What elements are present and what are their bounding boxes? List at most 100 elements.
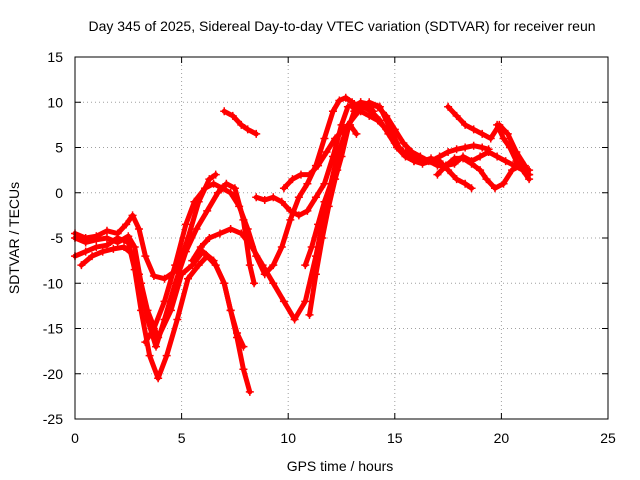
data-point	[384, 129, 393, 138]
data-point	[277, 243, 286, 252]
data-point	[130, 243, 139, 252]
data-point	[235, 202, 244, 211]
data-point	[250, 279, 259, 288]
data-point	[461, 143, 470, 152]
data-point	[433, 161, 442, 170]
data-point	[294, 211, 303, 220]
y-axis-label: SDTVAR / TECUs	[6, 182, 22, 294]
data-point	[286, 215, 295, 224]
data-point	[171, 261, 180, 270]
data-point	[237, 229, 246, 238]
data-point	[102, 241, 111, 250]
data-point	[209, 256, 218, 265]
data-point	[469, 125, 478, 134]
data-point	[205, 234, 214, 242]
grid	[74, 56, 609, 420]
data-point	[205, 175, 214, 184]
data-point	[296, 170, 305, 179]
data-point	[209, 179, 218, 188]
x-tick-label: 15	[387, 430, 403, 446]
data-point	[152, 342, 161, 351]
data-point	[512, 157, 521, 166]
data-point	[486, 134, 495, 143]
data-point	[215, 229, 224, 238]
data-point	[269, 261, 278, 270]
data-point	[102, 234, 111, 242]
x-tick-label: 10	[280, 430, 296, 446]
data-point	[467, 159, 476, 168]
data-point	[213, 188, 222, 197]
data-point	[478, 129, 487, 138]
data-point	[120, 243, 129, 252]
data-point	[113, 234, 122, 242]
data-point	[461, 179, 470, 188]
data-point	[335, 96, 344, 105]
data-point	[390, 125, 399, 134]
data-point	[450, 154, 459, 163]
chart-title: Day 345 of 2025, Sidereal Day-to-day VTE…	[88, 18, 595, 34]
data-point	[141, 338, 150, 347]
data-point	[286, 206, 295, 215]
x-axis-label: GPS time / hours	[287, 458, 394, 474]
data-point	[279, 297, 288, 306]
data-point	[518, 166, 527, 175]
data-point	[226, 224, 235, 233]
data-point	[337, 120, 346, 129]
data-point	[503, 129, 512, 138]
data-point	[143, 306, 152, 315]
data-point	[196, 243, 205, 252]
data-point	[499, 134, 508, 143]
data-point	[160, 274, 169, 283]
data-point	[154, 374, 163, 383]
data-point	[81, 247, 90, 256]
data-point	[258, 261, 267, 270]
series-trace-1	[72, 172, 219, 282]
data-point	[341, 93, 350, 102]
y-tick-label: -20	[43, 366, 63, 382]
data-point	[435, 152, 444, 161]
data-point	[478, 143, 487, 152]
data-point	[277, 197, 286, 206]
data-point	[239, 365, 248, 374]
data-point	[134, 270, 143, 279]
x-tick-labels: 0 5 10 15 20 25	[71, 430, 616, 446]
y-tick-label: -15	[43, 321, 63, 337]
series-trace-16	[494, 122, 532, 182]
data-point	[311, 270, 320, 279]
data-point	[311, 193, 320, 202]
data-point	[181, 247, 190, 256]
data-point	[324, 202, 333, 211]
data-point	[192, 224, 201, 233]
data-point	[269, 279, 278, 288]
series-trace-10	[302, 167, 340, 268]
data-point	[162, 351, 171, 360]
data-point	[122, 220, 131, 229]
data-point	[252, 129, 261, 138]
data-point	[461, 120, 470, 129]
data-point	[459, 154, 468, 163]
data-point	[452, 111, 461, 120]
data-point	[441, 161, 450, 170]
data-point	[401, 148, 410, 157]
data-point	[288, 175, 297, 184]
x-tick-label: 25	[600, 430, 616, 446]
data-point	[331, 134, 340, 143]
data-point	[333, 166, 342, 175]
data-point	[476, 166, 485, 175]
data-point	[322, 148, 331, 157]
data-point	[177, 270, 186, 279]
data-point	[237, 120, 246, 129]
data-point	[220, 107, 229, 116]
data-point	[491, 184, 500, 193]
data-point	[418, 159, 427, 168]
data-point	[247, 243, 256, 252]
data-point	[124, 238, 133, 247]
data-point	[305, 170, 314, 179]
data-point	[260, 195, 269, 204]
data-point	[128, 211, 137, 220]
data-point	[508, 166, 517, 175]
data-point	[365, 100, 374, 109]
data-point	[444, 102, 453, 111]
data-point	[290, 315, 299, 324]
